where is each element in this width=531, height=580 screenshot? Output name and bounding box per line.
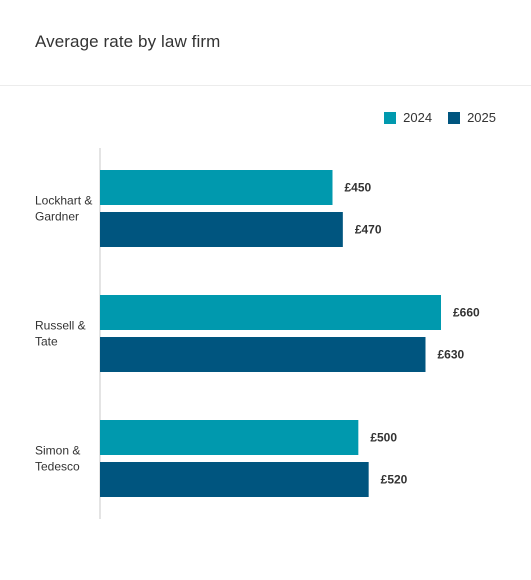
data-label: £630 — [438, 348, 465, 362]
data-label: £660 — [453, 306, 480, 320]
legend-swatch-2024 — [384, 111, 397, 124]
legend-swatch-2025 — [448, 111, 461, 124]
data-label: £500 — [370, 431, 397, 445]
legend-label-2024: 2024 — [403, 110, 433, 125]
bar-2025[interactable] — [100, 212, 343, 247]
category-label: Lockhart & Gardner — [35, 194, 92, 224]
bar-2025[interactable] — [100, 337, 426, 372]
bar-2024[interactable] — [100, 170, 333, 205]
chart-header: Average rate by law firm — [0, 0, 531, 86]
category-label: Russell & Tate — [35, 319, 86, 349]
bar-2024[interactable] — [100, 295, 441, 330]
data-label: £470 — [355, 223, 382, 237]
chart-title: Average rate by law firm — [35, 32, 221, 51]
legend-label-2025: 2025 — [467, 110, 496, 125]
legend-item-2025[interactable]: 2025 — [448, 110, 496, 125]
bar-2024[interactable] — [100, 420, 359, 455]
data-label: £520 — [381, 473, 408, 487]
chart-legend: 2024 2025 — [384, 110, 496, 125]
legend-item-2024[interactable]: 2024 — [384, 110, 432, 125]
category-label: Simon & Tedesco — [35, 444, 80, 474]
bar-2025[interactable] — [100, 462, 369, 497]
data-label: £450 — [345, 181, 372, 195]
